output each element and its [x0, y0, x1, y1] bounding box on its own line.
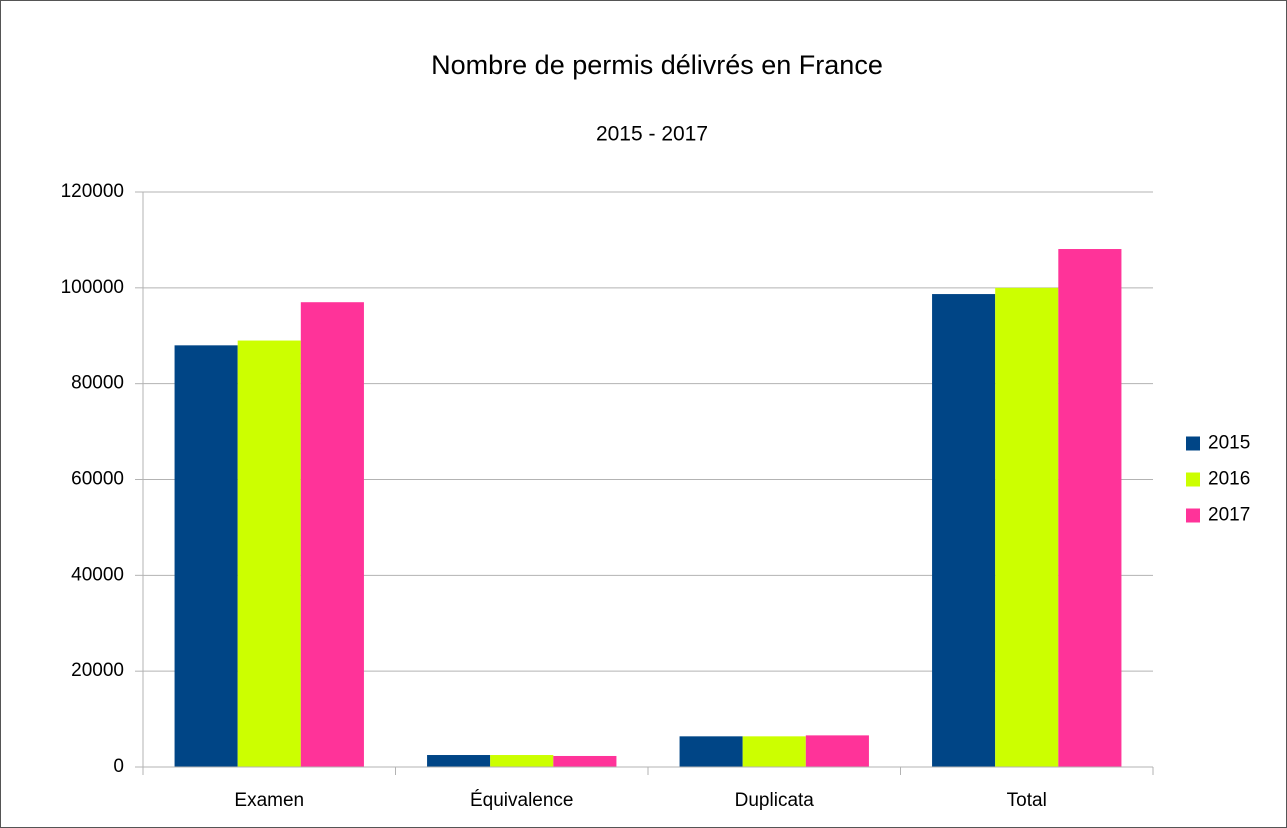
bar	[427, 755, 491, 767]
legend-swatch	[1186, 436, 1200, 451]
bar	[805, 735, 869, 767]
y-tick-label: 0	[113, 756, 124, 777]
y-tick-label: 40000	[71, 564, 124, 585]
legend-label: 2015	[1208, 433, 1250, 454]
chart-title: Nombre de permis délivrés en France	[431, 50, 883, 80]
y-tick-label: 20000	[71, 660, 124, 681]
chart-subtitle: 2015 - 2017	[596, 123, 708, 146]
legend-swatch	[1186, 508, 1200, 523]
bar	[237, 340, 301, 767]
legend-label: 2016	[1208, 469, 1250, 490]
y-tick-label: 100000	[61, 277, 124, 298]
x-tick-label: Duplicata	[735, 790, 815, 811]
bar	[742, 736, 806, 767]
x-tick-label: Total	[1007, 790, 1047, 811]
bar	[679, 736, 743, 767]
bar	[174, 345, 238, 767]
legend-label: 2017	[1208, 505, 1250, 526]
bar	[553, 755, 617, 767]
bar	[300, 302, 364, 767]
x-tick-label: Équivalence	[470, 790, 574, 811]
x-tick-label: Examen	[234, 790, 304, 811]
y-tick-label: 60000	[71, 469, 124, 490]
bar	[1058, 249, 1122, 768]
y-tick-label: 120000	[61, 181, 124, 202]
bar	[490, 755, 554, 767]
legend-swatch	[1186, 472, 1200, 487]
y-tick-label: 80000	[71, 373, 124, 394]
bar	[932, 294, 996, 767]
bar	[995, 287, 1059, 767]
